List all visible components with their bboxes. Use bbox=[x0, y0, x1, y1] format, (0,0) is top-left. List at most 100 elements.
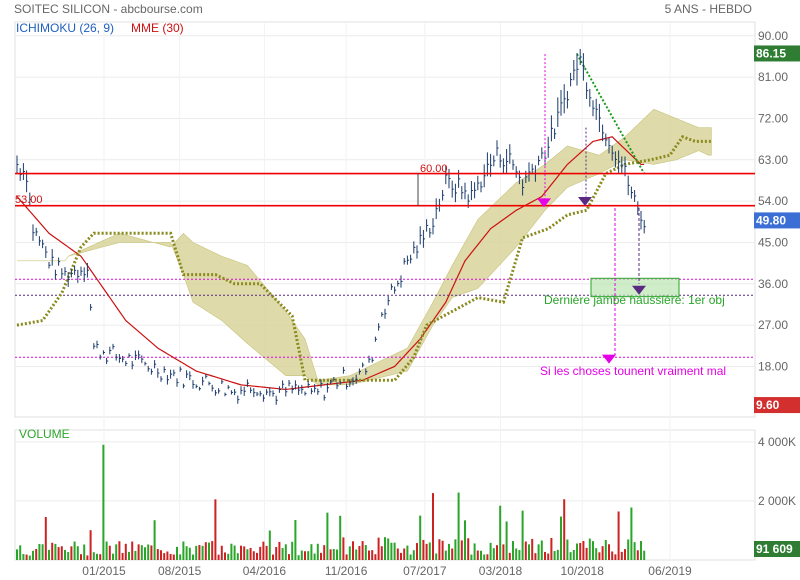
volume-bar bbox=[304, 551, 306, 560]
volume-bar bbox=[249, 547, 252, 560]
x-tick-label: 06/2019 bbox=[648, 564, 692, 578]
volume-bar bbox=[585, 547, 588, 560]
y-tick-label: 4 000K bbox=[758, 435, 796, 449]
level-label-53: 53.00 bbox=[15, 194, 43, 206]
volume-bar bbox=[246, 549, 249, 560]
volume-bar bbox=[48, 549, 50, 560]
badge-volume: 91 609 bbox=[756, 542, 793, 556]
y-tick-label: 90.00 bbox=[758, 29, 788, 43]
volume-bar bbox=[387, 538, 390, 560]
volume-bar bbox=[60, 546, 63, 560]
volume-bar bbox=[380, 546, 383, 560]
volume-bar bbox=[252, 551, 255, 560]
volume-bar bbox=[115, 544, 118, 560]
volume-bar bbox=[563, 499, 566, 560]
volume-bar bbox=[131, 541, 134, 560]
volume-bar bbox=[22, 554, 25, 560]
volume-bar bbox=[425, 543, 428, 560]
volume-bar bbox=[640, 541, 642, 560]
kijun-dotted-line bbox=[16, 53, 712, 382]
volume-bar bbox=[422, 539, 425, 560]
volume-bar bbox=[560, 516, 562, 560]
volume-bar bbox=[374, 554, 377, 560]
volume-bar bbox=[220, 545, 223, 560]
volume-bar bbox=[368, 550, 370, 560]
volume-bar bbox=[214, 499, 217, 560]
volume-bar bbox=[531, 538, 534, 560]
volume-bar bbox=[332, 548, 335, 560]
volume-bar bbox=[144, 547, 146, 560]
volume-bar bbox=[313, 553, 316, 560]
volume-bar bbox=[278, 541, 281, 560]
volume-bar bbox=[396, 548, 399, 560]
volume-bar bbox=[432, 493, 434, 560]
volume-bar bbox=[288, 554, 290, 560]
volume-bar bbox=[112, 553, 114, 560]
badge-volume-bg bbox=[754, 541, 800, 557]
volume-bar bbox=[169, 554, 172, 560]
volume-bar bbox=[307, 551, 310, 560]
volume-bar bbox=[163, 553, 166, 560]
volume-bar bbox=[400, 552, 402, 560]
volume-bar bbox=[240, 545, 242, 560]
volume-bar bbox=[195, 545, 198, 560]
volume-bar bbox=[51, 542, 54, 560]
volume-bar bbox=[512, 541, 514, 560]
volume-bar bbox=[412, 550, 415, 560]
x-tick-label: 03/2018 bbox=[479, 564, 523, 578]
volume-bar bbox=[73, 541, 76, 560]
volume-bar bbox=[505, 521, 508, 560]
volume-bar bbox=[582, 540, 585, 560]
volume-bar bbox=[537, 544, 540, 560]
marker-triangle bbox=[578, 197, 592, 207]
volume-bar bbox=[454, 539, 457, 560]
badge-last-bg bbox=[754, 212, 800, 229]
volume-bar bbox=[92, 552, 95, 560]
volume-bar bbox=[262, 541, 265, 560]
volume-bar bbox=[201, 545, 204, 560]
volume-bar bbox=[99, 554, 102, 560]
volume-bar bbox=[371, 550, 374, 560]
volume-bar bbox=[323, 545, 326, 560]
volume-bar bbox=[166, 551, 169, 560]
volume-bar bbox=[19, 545, 22, 560]
volume-bar bbox=[592, 541, 594, 560]
volume-bar bbox=[572, 550, 575, 560]
volume-bar bbox=[601, 546, 604, 560]
annotation-target1: Dernière jambe haussière: 1er obj bbox=[544, 293, 725, 307]
volume-bar bbox=[566, 539, 569, 560]
volume-bar bbox=[483, 554, 486, 560]
volume-bar bbox=[438, 539, 441, 560]
volume-bar bbox=[627, 539, 630, 560]
volume-bar bbox=[310, 544, 313, 560]
volume-bar bbox=[281, 548, 284, 560]
volume-bar bbox=[595, 548, 598, 560]
volume-bar bbox=[147, 544, 150, 560]
volume-bar bbox=[140, 545, 143, 560]
volume-bar bbox=[444, 550, 447, 560]
volume-bar bbox=[294, 519, 297, 560]
volume-bars bbox=[16, 444, 646, 560]
price-badges: 86.15 49.80 9.60 91 609 bbox=[754, 45, 800, 557]
volume-bar bbox=[284, 544, 287, 560]
period-label: 5 ANS - HEBDO bbox=[665, 2, 752, 16]
volume-bar bbox=[496, 545, 498, 560]
y-tick-label: 45.00 bbox=[758, 235, 788, 249]
y-tick-label: 72.00 bbox=[758, 111, 788, 125]
annotation-target2: Si les choses tounent vraiment mal bbox=[540, 364, 726, 378]
volume-bar bbox=[633, 542, 636, 560]
volume-bar bbox=[217, 554, 220, 560]
volume-bar bbox=[153, 520, 156, 560]
volume-bar bbox=[556, 549, 559, 560]
volume-bar bbox=[441, 540, 444, 560]
volume-bar bbox=[329, 549, 332, 560]
volume-bar bbox=[499, 505, 502, 560]
volume-bar bbox=[460, 540, 463, 560]
kijun-path bbox=[16, 135, 712, 382]
volume-bar bbox=[16, 549, 18, 560]
volume-bar bbox=[534, 553, 537, 560]
y-tick-label: 63.00 bbox=[758, 153, 788, 167]
volume-bar bbox=[233, 545, 236, 560]
volume-bar bbox=[544, 551, 546, 560]
volume-bar bbox=[243, 546, 246, 560]
